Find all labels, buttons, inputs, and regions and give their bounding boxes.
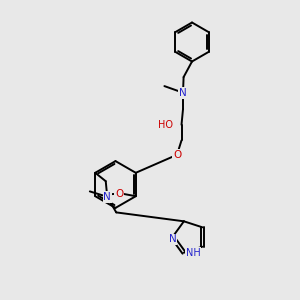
Text: N: N	[179, 88, 187, 98]
Text: O: O	[173, 150, 181, 160]
Text: O: O	[115, 189, 123, 199]
Text: N: N	[169, 234, 176, 244]
Text: HO: HO	[158, 120, 173, 130]
Text: N: N	[103, 192, 111, 202]
Text: NH: NH	[185, 248, 200, 258]
